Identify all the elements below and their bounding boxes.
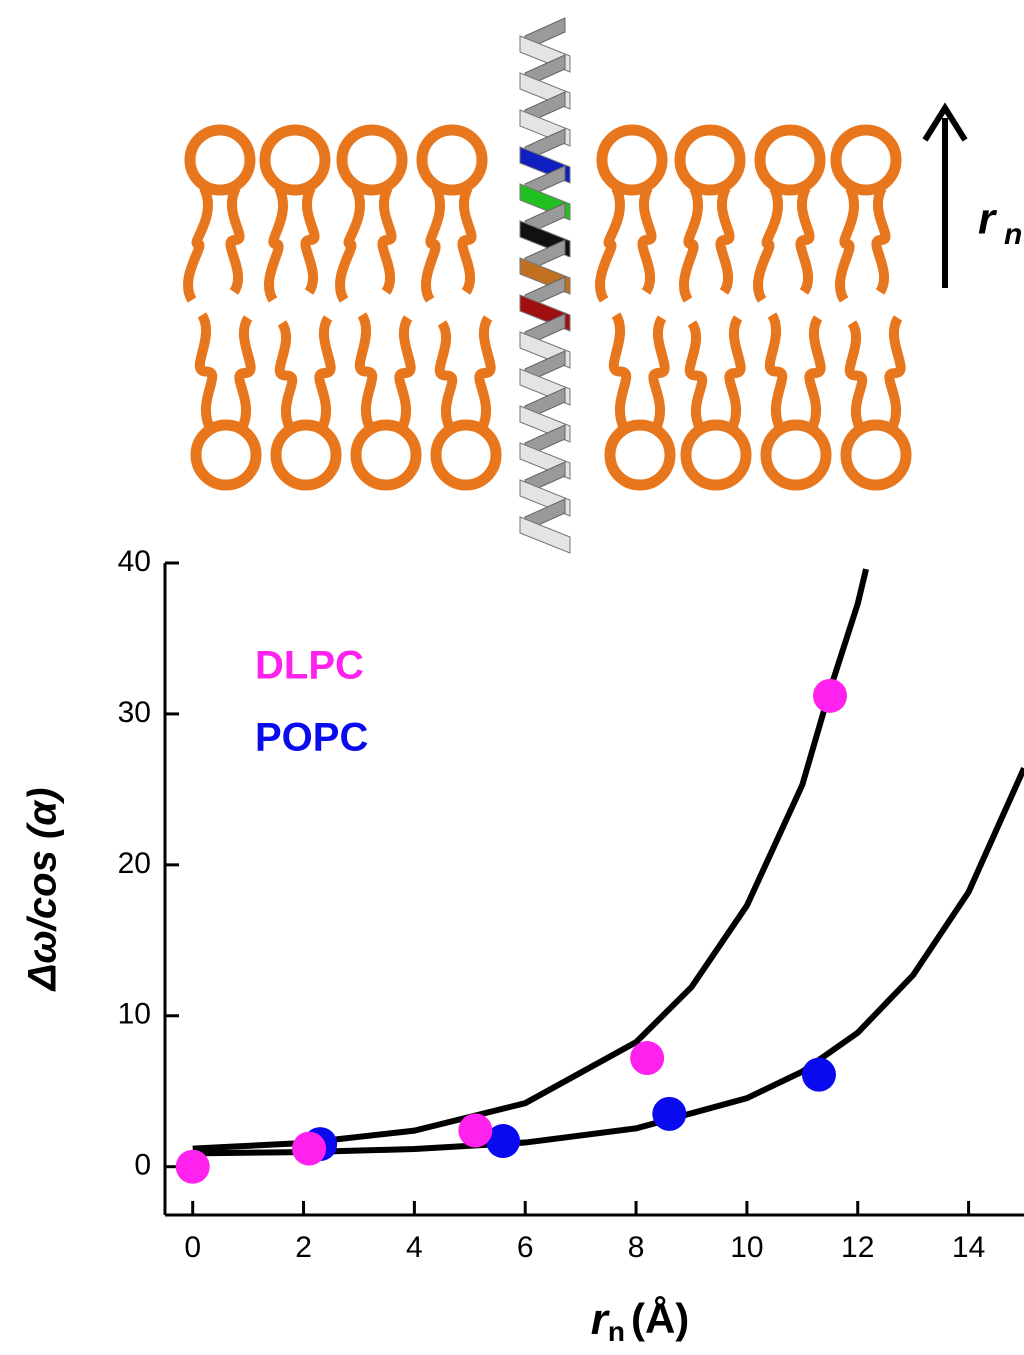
x-tick-label: 14 — [952, 1231, 985, 1264]
lipid-tail — [653, 318, 664, 428]
x-axis-label: rn(Å) — [591, 1295, 690, 1348]
lipid-tail — [462, 188, 471, 292]
data-point — [652, 1097, 686, 1131]
lipid-tail — [809, 318, 820, 428]
lipid-tail — [840, 188, 854, 300]
lipid-tail — [440, 323, 453, 428]
lipid-tail — [200, 315, 213, 428]
lipid-head — [766, 425, 826, 485]
lipid-head — [836, 130, 896, 190]
x-tick-label: 10 — [730, 1231, 763, 1264]
x-tick-label: 0 — [184, 1231, 201, 1264]
lipid-head — [602, 130, 662, 190]
y-tick-label: 40 — [118, 545, 151, 578]
data-point — [458, 1113, 492, 1147]
legend-label: DLPC — [255, 644, 364, 688]
data-point — [813, 679, 847, 713]
data-point — [630, 1041, 664, 1075]
x-tick-label: 4 — [406, 1231, 423, 1264]
lipid-tail — [305, 188, 314, 292]
lipid-head — [686, 425, 746, 485]
lipid-tail — [399, 318, 410, 428]
lipid-tail — [800, 188, 809, 292]
x-tick-label: 12 — [841, 1231, 874, 1264]
y-tick-label: 30 — [118, 696, 151, 729]
lipid-head — [436, 425, 496, 485]
y-tick-label: 0 — [134, 1149, 151, 1182]
lipid-tail — [720, 188, 729, 292]
lipid-tail — [269, 188, 283, 300]
figure: rn 01020304002468101214Δω/cos (α)rn(Å)DL… — [0, 0, 1024, 1355]
lipid-tail — [239, 318, 250, 428]
data-point — [292, 1132, 326, 1166]
lipid-tail — [684, 188, 698, 300]
lipid-head — [760, 130, 820, 190]
lipid-tail — [850, 323, 863, 428]
x-tick-label: 8 — [628, 1231, 645, 1264]
lipid-head — [196, 425, 256, 485]
data-point — [176, 1150, 210, 1184]
lipid-tail — [729, 318, 740, 428]
lipid-head — [356, 425, 416, 485]
lipid-tail — [340, 188, 360, 300]
lipid-tail — [690, 323, 703, 428]
lipid-tail — [479, 318, 490, 428]
legend-label: POPC — [255, 716, 368, 760]
lipid-head — [190, 130, 250, 190]
y-tick-label: 10 — [118, 998, 151, 1031]
lipid-head — [422, 130, 482, 190]
y-tick-label: 20 — [118, 847, 151, 880]
lipid-tail — [280, 323, 293, 428]
lipid-tail — [889, 318, 900, 428]
lipid-tail — [230, 188, 239, 292]
lipid-head — [680, 130, 740, 190]
fit-curve — [193, 768, 1024, 1153]
lipid-tail — [382, 188, 391, 292]
x-tick-label: 6 — [517, 1231, 534, 1264]
lipid-head — [610, 425, 670, 485]
lipid-tail — [426, 188, 440, 300]
lipid-head — [276, 425, 336, 485]
lipid-tail — [642, 188, 651, 292]
lipid-head — [342, 130, 402, 190]
lipid-head — [265, 130, 325, 190]
arrow-label-subscript: n — [1004, 218, 1022, 251]
lipid-head — [846, 425, 906, 485]
x-axis-label-unit: (Å) — [631, 1295, 689, 1342]
lipid-tail — [319, 318, 330, 428]
lipid-tail — [360, 315, 373, 428]
lipid-tail — [188, 188, 208, 300]
lipid-tail — [600, 188, 620, 300]
x-axis-label-subscript: n — [608, 1316, 625, 1347]
data-point — [802, 1058, 836, 1092]
lipid-tail — [758, 188, 778, 300]
chart: 0 10 20 30 40 0 2 4 6 8 10 12 14 Δω/cos (α) rn(Å) DLPC P… — [21, 545, 1024, 1347]
y-axis-label: Δω/cos (α) — [21, 788, 65, 993]
x-tick-label: 2 — [295, 1231, 312, 1264]
lipid-tail — [614, 315, 627, 428]
lipid-tail — [876, 188, 885, 292]
arrow-label: r — [978, 195, 998, 244]
lipid-tail — [770, 315, 783, 428]
